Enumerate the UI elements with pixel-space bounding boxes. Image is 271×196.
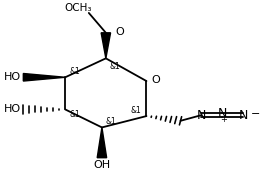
Text: &1: &1 (70, 110, 81, 119)
Text: N: N (239, 109, 248, 122)
Text: &1: &1 (131, 106, 142, 115)
Polygon shape (101, 33, 111, 58)
Text: −: − (251, 109, 260, 119)
Text: +: + (220, 115, 227, 124)
Text: OCH₃: OCH₃ (64, 3, 92, 13)
Text: N: N (197, 109, 206, 122)
Text: O: O (115, 27, 124, 37)
Text: OH: OH (93, 160, 111, 170)
Text: O: O (151, 74, 160, 84)
Text: &1: &1 (110, 62, 121, 71)
Text: HO: HO (4, 104, 21, 114)
Text: N: N (218, 107, 227, 121)
Text: &1: &1 (106, 117, 117, 126)
Text: &1: &1 (70, 67, 81, 76)
Polygon shape (97, 127, 107, 158)
Polygon shape (23, 74, 65, 81)
Text: HO: HO (4, 72, 21, 82)
